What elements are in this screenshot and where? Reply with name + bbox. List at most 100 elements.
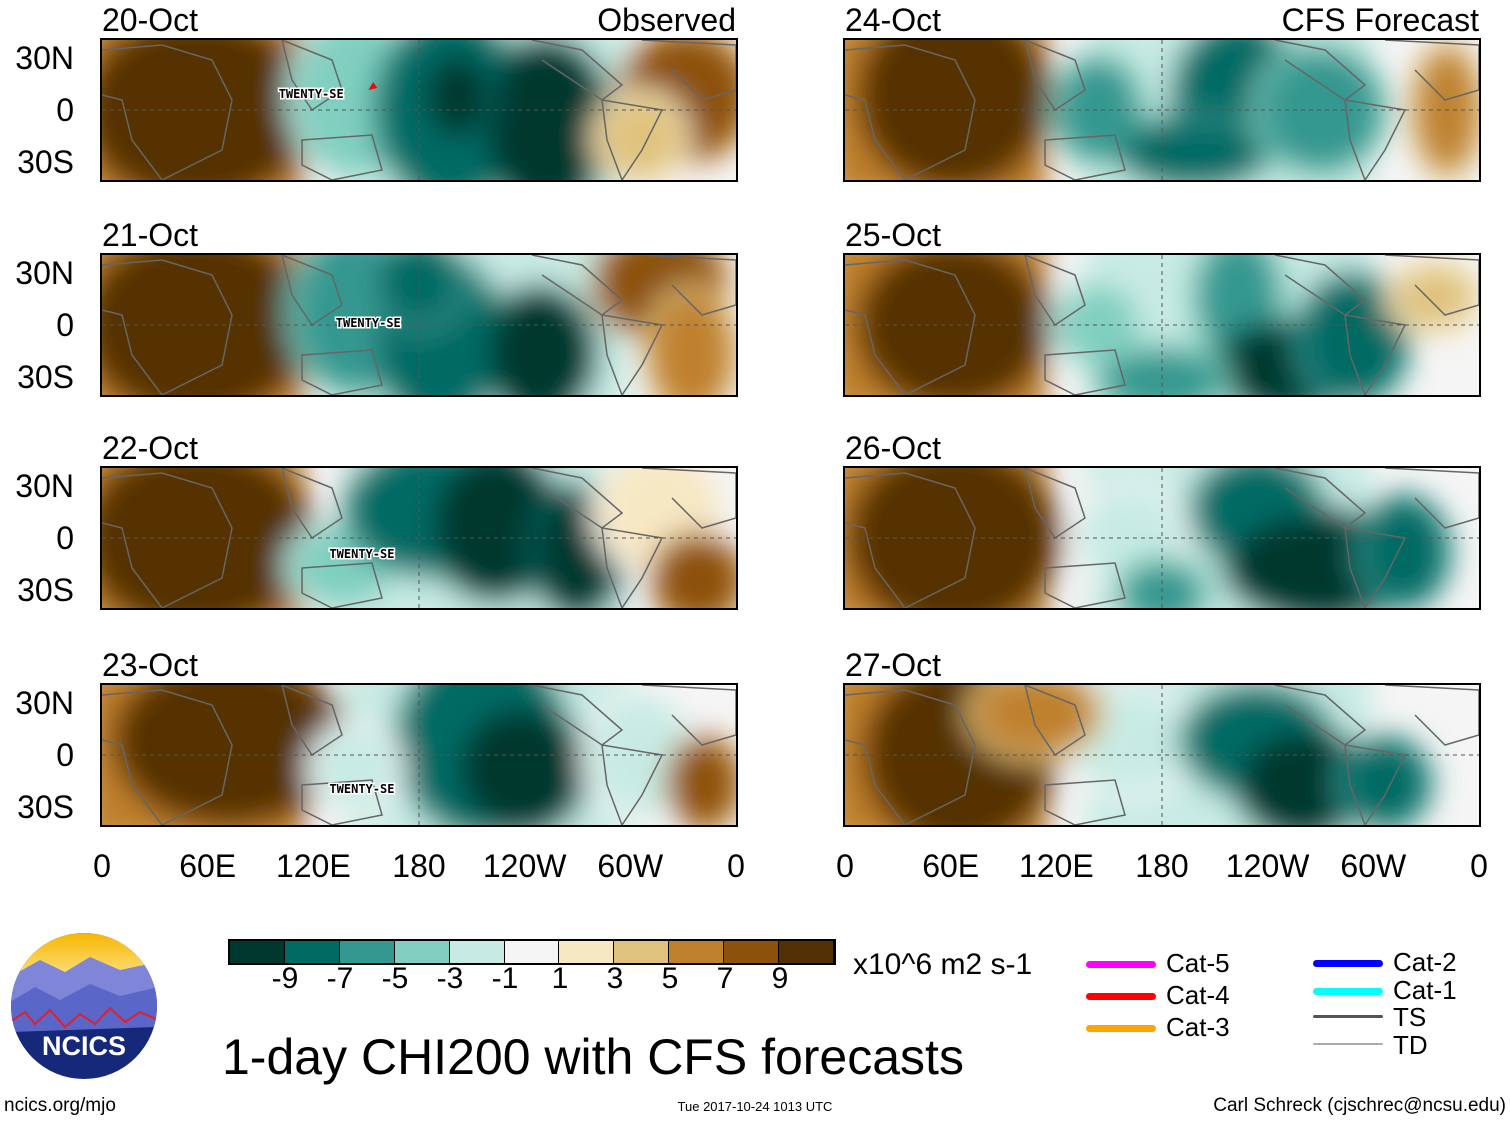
legend-line-td <box>1313 1042 1383 1045</box>
coastlines <box>102 685 736 825</box>
anomaly-region <box>102 40 308 180</box>
colorbar-label: -9 <box>271 962 299 995</box>
colorbar-label: -5 <box>381 962 409 995</box>
footer-url[interactable]: ncics.org/mjo <box>4 1095 116 1116</box>
coastlines <box>102 468 736 608</box>
colorbar-swatch <box>230 941 285 963</box>
legend-label: TS <box>1393 1002 1427 1032</box>
anomaly-region <box>1302 279 1403 395</box>
observed-map-panel: TWENTY-SE <box>100 683 738 827</box>
observed-map-panel: TWENTY-SE <box>100 38 738 182</box>
anomaly-region <box>1123 122 1264 180</box>
svg-text:NCICS: NCICS <box>42 1031 126 1061</box>
observed-title: Observed <box>597 2 736 38</box>
panel-date: 25-Oct <box>845 217 942 253</box>
forecast-map-panel <box>843 253 1481 397</box>
lat-label: 0 <box>56 520 74 556</box>
lon-label: 120W <box>482 848 567 884</box>
anomaly-region <box>975 685 1096 753</box>
lon-label: 0 <box>1470 848 1488 884</box>
lon-label: 60W <box>597 848 664 884</box>
panel-date: 26-Oct <box>845 430 942 466</box>
colorbar-label: 3 <box>606 962 624 995</box>
colorbar-label: -1 <box>491 962 519 995</box>
legend-label: Cat-4 <box>1166 980 1230 1010</box>
anomaly-region <box>1362 502 1443 602</box>
coastlines <box>102 255 736 395</box>
anomaly-region <box>1122 564 1202 608</box>
colorbar-swatch <box>449 941 505 963</box>
colorbar-swatch <box>559 941 615 963</box>
storm-label: TWENTY-SE <box>329 782 394 796</box>
anomaly-region <box>600 98 681 178</box>
anomaly-region <box>657 540 736 608</box>
anomaly-region <box>1343 743 1424 823</box>
ncics-logo: NCICS <box>10 932 158 1080</box>
lat-label: 0 <box>56 737 74 773</box>
colorbar-swatch <box>614 941 670 963</box>
lon-label: 120W <box>1225 848 1310 884</box>
legend-line-cat-1 <box>1313 987 1383 995</box>
colorbar-label: 7 <box>716 962 734 995</box>
forecast-map-panel <box>843 466 1481 610</box>
anomaly-region <box>1058 285 1139 365</box>
forecast-map-panel <box>843 38 1481 182</box>
anomaly-region <box>118 685 339 821</box>
anomaly-region <box>1058 60 1139 160</box>
storm-label: TWENTY-SE <box>279 87 344 101</box>
observed-map-panel: TWENTY-SE <box>100 466 738 610</box>
coastlines <box>845 468 1479 608</box>
colorbar-swatch <box>669 941 725 963</box>
colorbar-label: 5 <box>661 962 679 995</box>
lat-label: 0 <box>56 307 74 343</box>
anomaly-region <box>102 255 308 395</box>
panel-date: 21-Oct <box>102 217 199 253</box>
lon-label: 180 <box>392 848 446 884</box>
lat-label: 30N <box>15 685 74 721</box>
legend-line-ts <box>1313 1015 1383 1018</box>
lon-label: 0 <box>727 848 745 884</box>
colorbar-label: 1 <box>551 962 569 995</box>
panel-date: 23-Oct <box>102 647 199 683</box>
colorbar <box>228 939 836 965</box>
panel-date: 22-Oct <box>102 430 199 466</box>
anomaly-region <box>1394 267 1475 327</box>
lat-label: 30N <box>15 40 74 76</box>
colorbar-swatch <box>284 941 340 963</box>
forecast-map-panel <box>843 683 1481 827</box>
lat-label: 30N <box>15 255 74 291</box>
storm-label: TWENTY-SE <box>329 547 394 561</box>
lon-label: 60W <box>1340 848 1407 884</box>
lat-label: 0 <box>56 92 74 128</box>
main-title: 1-day CHI200 with CFS forecasts <box>222 1029 964 1085</box>
legend-line-cat-2 <box>1313 960 1383 967</box>
footer-author: Carl Schreck (cjschrec@ncsu.edu) <box>1213 1095 1506 1116</box>
colorbar-swatch <box>779 941 834 963</box>
panel-date: 20-Oct <box>102 2 199 38</box>
lon-label: 60E <box>179 848 237 884</box>
lon-label: 60E <box>922 848 980 884</box>
legend-label: Cat-5 <box>1166 948 1230 978</box>
colorbar-label: -3 <box>436 962 464 995</box>
footer-timestamp: Tue 2017-10-24 1013 UTC <box>677 1099 833 1114</box>
cat4-track <box>368 82 378 90</box>
anomaly-region <box>651 293 732 395</box>
legend-label: Cat-3 <box>1166 1012 1230 1042</box>
coastlines <box>845 255 1479 395</box>
colorbar-label: -7 <box>326 962 354 995</box>
legend-line-cat-3 <box>1086 1025 1156 1032</box>
storm-label: TWENTY-SE <box>336 316 401 330</box>
legend-label: Cat-1 <box>1393 974 1457 1005</box>
observed-map-panel: TWENTY-SE <box>100 253 738 397</box>
forecast-title: CFS Forecast <box>1281 2 1479 38</box>
lat-label: 30S <box>17 144 74 180</box>
lon-label: 0 <box>93 848 111 884</box>
lon-label: 0 <box>836 848 854 884</box>
anomaly-region <box>674 743 735 823</box>
lat-label: 30S <box>17 359 74 395</box>
colorbar-label: 9 <box>771 962 789 995</box>
anomaly-region <box>435 468 556 594</box>
legend-line-cat-4 <box>1086 993 1156 1000</box>
anomaly-region <box>315 729 396 809</box>
